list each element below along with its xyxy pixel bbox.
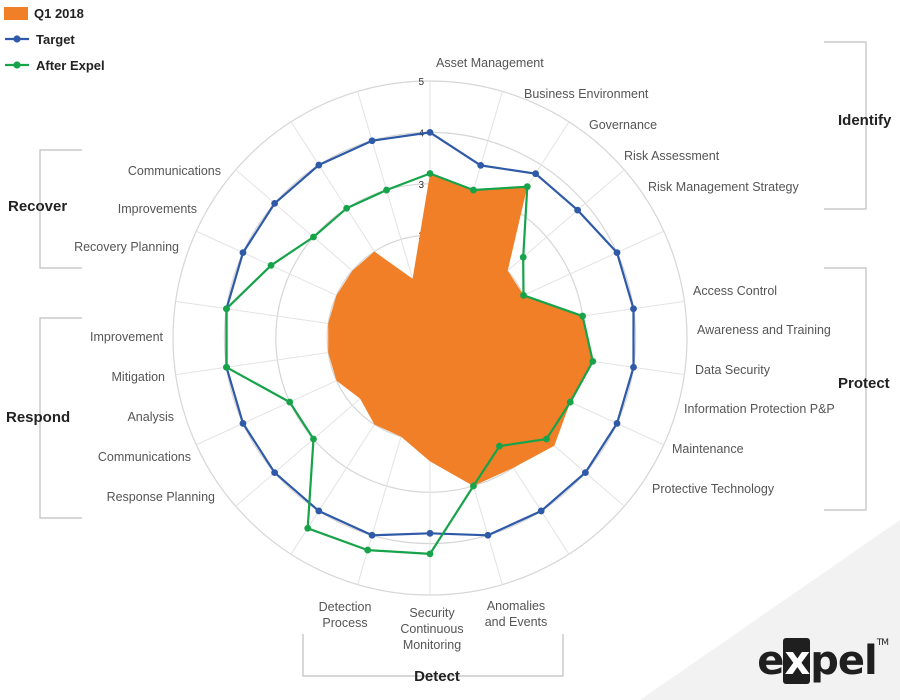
axis-label: Governance bbox=[589, 118, 657, 132]
brand-logo-part: pel bbox=[810, 638, 877, 684]
axis-label: Communications bbox=[98, 450, 191, 464]
bracket-recover bbox=[39, 149, 82, 269]
data-point-target bbox=[426, 129, 434, 136]
axis-label: Maintenance bbox=[672, 442, 744, 456]
brand-logo-x: x bbox=[783, 638, 811, 684]
data-point-after-expel bbox=[426, 170, 434, 177]
data-point-target bbox=[630, 363, 637, 371]
function-label: Identify bbox=[838, 112, 892, 129]
axis-label: Improvement bbox=[90, 330, 163, 344]
function-label: Protect bbox=[838, 375, 890, 392]
legend-item-q1-2018: Q1 2018 bbox=[4, 0, 105, 26]
axis-label: Access Control bbox=[693, 284, 777, 298]
data-point-after-expel bbox=[310, 435, 317, 443]
data-point-after-expel bbox=[520, 291, 527, 299]
legend-marker bbox=[13, 61, 21, 69]
data-point-after-expel bbox=[523, 183, 531, 191]
data-point-target bbox=[315, 507, 323, 515]
brand-logo: expelTM bbox=[757, 638, 889, 684]
axis-label: Analysis bbox=[127, 410, 174, 424]
legend-swatch-line bbox=[5, 61, 29, 69]
data-point-target bbox=[368, 531, 376, 539]
data-point-target bbox=[315, 161, 323, 169]
data-point-target bbox=[484, 531, 492, 539]
data-point-after-expel bbox=[426, 550, 434, 558]
data-point-target bbox=[581, 469, 589, 477]
axis-label: Improvements bbox=[118, 202, 197, 216]
legend-label: Q1 2018 bbox=[34, 5, 84, 21]
data-point-after-expel bbox=[310, 233, 317, 241]
data-point-after-expel bbox=[364, 546, 372, 554]
data-point-after-expel bbox=[343, 204, 351, 212]
axis-label: Risk Management Strategy bbox=[648, 180, 800, 194]
data-point-after-expel bbox=[470, 186, 477, 194]
legend-swatch-area bbox=[4, 6, 28, 20]
axis-label: Anomalies and Events bbox=[485, 599, 548, 629]
radial-tick-label: 3 bbox=[418, 180, 424, 191]
data-point-target bbox=[239, 249, 247, 256]
function-label: Recover bbox=[8, 198, 67, 215]
data-point-target bbox=[271, 469, 279, 477]
data-point-target bbox=[271, 199, 279, 207]
data-point-after-expel bbox=[519, 253, 527, 261]
data-point-target bbox=[630, 305, 637, 313]
legend-swatch-line bbox=[5, 35, 29, 43]
corner-decoration bbox=[640, 520, 900, 700]
data-point-target bbox=[613, 420, 621, 427]
data-point-target bbox=[426, 529, 434, 537]
axis-label: Data Security bbox=[695, 363, 771, 377]
data-point-after-expel bbox=[223, 363, 230, 371]
data-point-target bbox=[239, 420, 247, 427]
axis-label: Risk Assessment bbox=[624, 149, 720, 163]
legend-label: Target bbox=[36, 31, 75, 47]
data-point-after-expel bbox=[267, 262, 275, 269]
axis-label: Awareness and Training bbox=[697, 323, 831, 337]
data-point-after-expel bbox=[579, 312, 587, 320]
axis-label: Communications bbox=[128, 164, 221, 178]
axis-label: Asset Management bbox=[436, 56, 544, 70]
axis-label: Mitigation bbox=[112, 370, 166, 384]
legend-marker bbox=[13, 35, 21, 43]
axis-label: Business Environment bbox=[524, 87, 649, 101]
axis-label: Recovery Planning bbox=[74, 240, 179, 254]
function-label: Respond bbox=[6, 409, 70, 426]
bracket-respond bbox=[39, 317, 82, 519]
bracket-protect bbox=[824, 267, 867, 511]
data-point-after-expel bbox=[286, 398, 294, 406]
brand-logo-tm: TM bbox=[876, 638, 889, 648]
legend-label: After Expel bbox=[36, 57, 105, 73]
axis-label: Detection Process bbox=[319, 600, 372, 630]
bracket-identify bbox=[824, 41, 867, 210]
axis-label: Security Continuous Monitoring bbox=[400, 606, 463, 652]
legend-item-target: Target bbox=[4, 26, 105, 52]
brand-logo-part: e bbox=[757, 638, 784, 684]
axis-label: Protective Technology bbox=[652, 482, 775, 496]
data-point-after-expel bbox=[496, 442, 503, 450]
data-point-target bbox=[477, 161, 485, 169]
function-label: Detect bbox=[414, 668, 460, 685]
radial-tick-label: 5 bbox=[418, 77, 424, 88]
data-point-target bbox=[574, 206, 582, 214]
data-point-after-expel bbox=[304, 524, 312, 532]
legend-item-after-expel: After Expel bbox=[4, 52, 105, 78]
axis-label: Response Planning bbox=[107, 490, 215, 504]
series-area-q1-2018 bbox=[328, 173, 593, 486]
axis-label: Information Protection P&P bbox=[684, 402, 835, 416]
chart-legend: Q1 2018 Target After Expel bbox=[4, 0, 105, 78]
data-point-after-expel bbox=[470, 482, 477, 490]
data-point-after-expel bbox=[589, 358, 597, 365]
data-point-after-expel bbox=[543, 435, 550, 443]
data-point-target bbox=[537, 507, 545, 515]
data-point-after-expel bbox=[223, 305, 230, 313]
data-point-after-expel bbox=[566, 398, 574, 406]
data-point-after-expel bbox=[383, 186, 390, 194]
data-point-target bbox=[532, 170, 539, 178]
bracket-detect bbox=[302, 634, 564, 677]
data-point-target bbox=[368, 137, 376, 145]
data-point-target bbox=[613, 249, 621, 256]
